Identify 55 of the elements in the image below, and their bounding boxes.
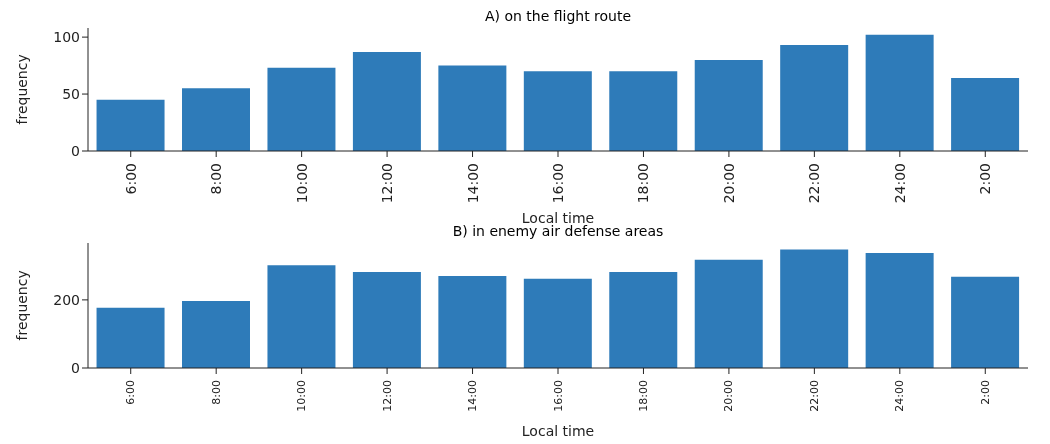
x-tick-label: 24:00 [891,163,908,204]
x-tick-label: 10:00 [295,380,309,412]
chart-title: A) on the flight route [483,8,633,24]
y-axis-title: frequency [13,54,30,125]
x-tick-label: 14:00 [466,380,480,412]
bar [865,252,934,368]
x-tick-label: 20:00 [722,380,736,412]
bar [523,71,592,151]
x-tick-label: 20:00 [720,163,737,204]
y-tick-label: 50 [62,86,80,103]
bar [694,59,763,151]
x-tick-label: 22:00 [807,380,821,412]
bar [609,271,678,368]
x-axis-title: Local time [521,210,595,226]
x-tick-label: 16:00 [551,380,565,412]
x-tick-label: 12:00 [380,380,394,412]
x-tick-label: 16:00 [550,163,566,204]
bar [438,65,507,151]
x-tick-label: 22:00 [806,163,823,204]
bar [96,99,165,151]
x-tick-label: 6:00 [124,380,138,405]
y-tick-label: 0 [71,142,80,159]
bar [523,278,592,368]
bar [182,300,250,368]
x-axis-title: Local time [521,423,595,439]
x-tick-label: 14:00 [464,163,481,204]
bar [267,265,336,368]
bar [780,45,849,151]
bar [352,271,421,368]
bar [352,51,421,151]
bar [182,88,250,151]
y-tick-label: 200 [53,291,80,308]
x-tick-label: 2:00 [978,380,992,405]
bar [865,34,934,151]
bar [694,259,763,368]
y-tick-label: 100 [53,29,80,46]
x-tick-label: 12:00 [379,163,396,204]
chart-title: B) in enemy air defense areas [451,223,665,239]
x-tick-label: 18:00 [636,380,650,412]
y-axis-title: frequency [13,270,30,341]
bar [267,67,336,151]
x-tick-label: 8:00 [209,380,223,405]
bar [438,276,507,368]
x-tick-label: 8:00 [208,163,225,195]
x-tick-label: 2:00 [977,163,994,195]
x-tick-label: 18:00 [635,163,652,204]
x-tick-label: 10:00 [293,163,310,204]
x-tick-label: 24:00 [893,380,907,412]
bar [951,276,1020,368]
bar [96,307,165,368]
y-tick-label: 0 [71,359,80,376]
bar [780,249,849,368]
bar [609,71,678,151]
bar [951,78,1020,151]
x-tick-label: 6:00 [122,163,139,195]
